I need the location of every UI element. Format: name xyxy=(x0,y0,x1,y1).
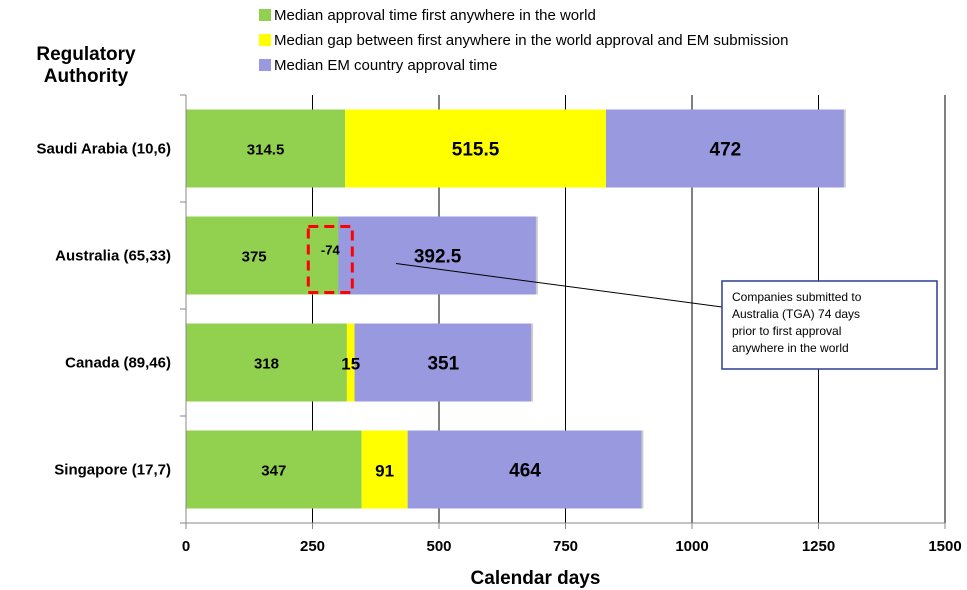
callout-text: Australia (TGA) 74 days xyxy=(732,307,860,321)
data-label: 314.5 xyxy=(247,142,285,159)
callout-line xyxy=(395,263,723,308)
data-label: 351 xyxy=(427,354,459,375)
callout-box xyxy=(721,280,938,370)
callout-text: Companies submitted to xyxy=(732,290,862,304)
y-title-line: Regulatory xyxy=(36,44,136,65)
bar-segment-gap xyxy=(361,430,408,509)
callout-text: anywhere in the world xyxy=(732,341,849,355)
data-label: 472 xyxy=(710,140,742,161)
legend-label: Median approval time first anywhere in t… xyxy=(274,7,596,24)
data-label: 91 xyxy=(375,462,394,481)
x-tick-label: 250 xyxy=(300,538,325,555)
x-tick-label: 1250 xyxy=(802,538,835,555)
bar-segment-em-approval xyxy=(354,323,533,402)
category-label: Singapore (17,7) xyxy=(54,462,171,479)
data-label: 464 xyxy=(509,461,541,482)
data-label: 392.5 xyxy=(414,247,462,268)
category-label: Saudi Arabia (10,6) xyxy=(37,141,172,158)
data-label: 318 xyxy=(254,356,279,373)
data-label: 15 xyxy=(341,355,360,374)
data-label: -74 xyxy=(321,243,341,258)
axes: 0 250 500 750 1000 1250 1500 Saudi Arabia (10,6… xyxy=(37,94,962,555)
bars: 314.5 515.5 472 375 -74 392.5 318 15 351 347 91 464 xyxy=(186,109,846,509)
x-tick-label: 1500 xyxy=(928,538,961,555)
x-tick-label: 500 xyxy=(426,538,451,555)
bar-segment-em-approval xyxy=(338,216,537,295)
bar-segment-approval-first xyxy=(186,109,346,188)
category-label: Australia (65,33) xyxy=(55,248,171,265)
x-tick-label: 750 xyxy=(553,538,578,555)
bar-segment-em-approval xyxy=(407,430,643,509)
bar-segment-gap xyxy=(346,323,355,402)
data-label: 515.5 xyxy=(452,140,500,161)
x-tick-label: 0 xyxy=(182,538,190,555)
x-tick-label: 1000 xyxy=(675,538,708,555)
legend-label: Median EM country approval time xyxy=(274,57,497,74)
category-label: Canada (89,46) xyxy=(65,355,171,372)
legend-swatch xyxy=(259,34,271,46)
bar-segment-approval-first xyxy=(186,323,347,402)
legend-swatch xyxy=(259,9,271,21)
callout-text: prior to first approval xyxy=(732,324,841,338)
legend-label: Median gap between first anywhere in the… xyxy=(274,32,788,49)
bar-segment-em-approval xyxy=(605,109,845,188)
legend-swatch xyxy=(259,59,271,71)
annotation: Companies submitted to Australia (TGA) 74… xyxy=(395,263,938,370)
legend: Median approval time first anywhere in t… xyxy=(259,7,788,74)
data-label: 347 xyxy=(261,463,286,480)
data-label: 375 xyxy=(242,249,267,266)
bar-segment-approval-first xyxy=(186,430,362,509)
highlight-box xyxy=(306,225,354,294)
bar-segment-gap xyxy=(345,109,606,188)
x-axis-title: Calendar days xyxy=(471,568,601,589)
y-title-line: Authority xyxy=(44,66,129,87)
